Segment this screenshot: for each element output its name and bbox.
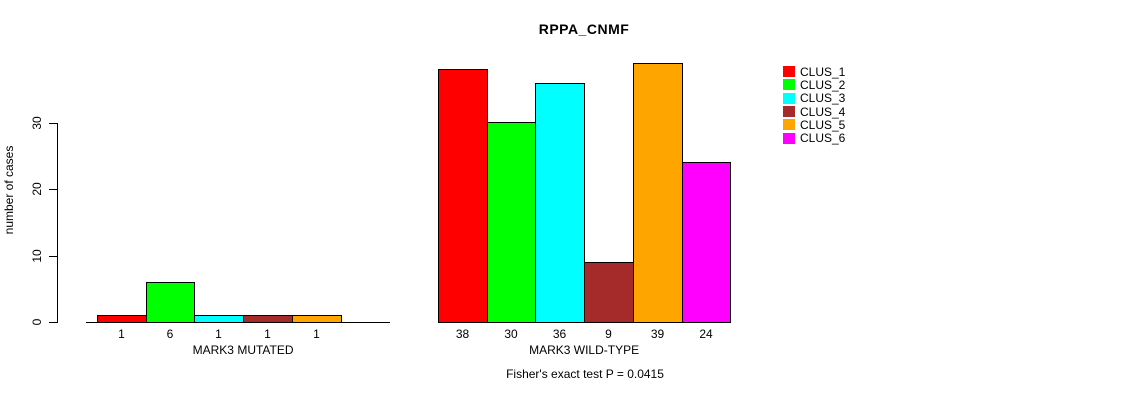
legend-label: CLUS_1 — [800, 64, 846, 79]
y-axis-title: number of cases — [2, 145, 16, 235]
bar-value-label: 1 — [118, 327, 125, 341]
bar-mark3-wild-type-clus_4 — [584, 262, 634, 323]
legend-label: CLUS_6 — [800, 131, 846, 146]
y-axis-tick — [49, 189, 57, 190]
legend: CLUS_1 CLUS_2 CLUS_3 CLUS_4 CLUS_5 CLUS_6 — [783, 65, 845, 145]
y-axis-tick — [49, 322, 57, 323]
legend-item: CLUS_5 — [783, 118, 845, 131]
y-axis-tick — [49, 256, 57, 257]
legend-label: CLUS_5 — [800, 117, 846, 132]
bar-value-label: 1 — [264, 327, 271, 341]
bar-value-label: 36 — [552, 327, 567, 341]
fisher-test-annotation: Fisher's exact test P = 0.0415 — [506, 367, 664, 381]
legend-swatch-clus_1 — [783, 66, 795, 78]
y-axis-line — [57, 123, 58, 323]
bar-mark3-mutated-clus_2 — [146, 282, 195, 323]
legend-item: CLUS_1 — [783, 65, 845, 78]
legend-label: CLUS_2 — [800, 77, 846, 92]
y-axis-tick-label: 30 — [30, 116, 44, 130]
legend-swatch-clus_2 — [783, 79, 795, 91]
legend-item: CLUS_2 — [783, 78, 845, 91]
y-axis-tick-label: 20 — [30, 182, 44, 196]
bar-mark3-wild-type-clus_3 — [535, 83, 585, 323]
bar-mark3-wild-type-clus_5 — [633, 63, 683, 323]
legend-swatch-clus_6 — [783, 132, 795, 144]
bar-value-label: 1 — [313, 327, 320, 341]
y-axis-tick-label: 10 — [30, 249, 44, 263]
legend-swatch-clus_4 — [783, 106, 795, 118]
legend-swatch-clus_5 — [783, 119, 795, 131]
bar-value-label: 9 — [605, 327, 612, 341]
legend-label: CLUS_3 — [800, 91, 846, 106]
legend-item: CLUS_3 — [783, 92, 845, 105]
legend-item: CLUS_6 — [783, 131, 845, 144]
y-axis-tick — [49, 123, 57, 124]
y-axis-tick-label: 0 — [30, 318, 44, 326]
bar-value-label: 39 — [650, 327, 665, 341]
legend-label: CLUS_4 — [800, 104, 846, 119]
bar-mark3-wild-type-clus_1 — [438, 69, 488, 323]
bar-mark3-mutated-clus_5 — [292, 315, 342, 323]
legend-item: CLUS_4 — [783, 105, 845, 118]
bar-value-label: 6 — [166, 327, 174, 341]
bar-value-label: 24 — [699, 327, 713, 341]
group-label-mark3-mutated: MARK3 MUTATED — [192, 343, 294, 357]
bar-value-label: 38 — [455, 327, 470, 341]
bar-mark3-mutated-clus_1 — [97, 315, 147, 323]
bar-mark3-wild-type-clus_2 — [487, 122, 536, 323]
bar-mark3-wild-type-clus_6 — [682, 162, 731, 323]
bar-mark3-mutated-clus_4 — [243, 315, 293, 323]
bar-value-label: 30 — [504, 327, 518, 341]
group-label-mark3-wild-type: MARK3 WILD-TYPE — [529, 343, 640, 357]
chart-title: RPPA_CNMF — [538, 21, 630, 37]
legend-swatch-clus_3 — [783, 92, 795, 104]
bar-mark3-mutated-clus_3 — [194, 315, 244, 323]
bar-value-label: 1 — [215, 327, 222, 341]
